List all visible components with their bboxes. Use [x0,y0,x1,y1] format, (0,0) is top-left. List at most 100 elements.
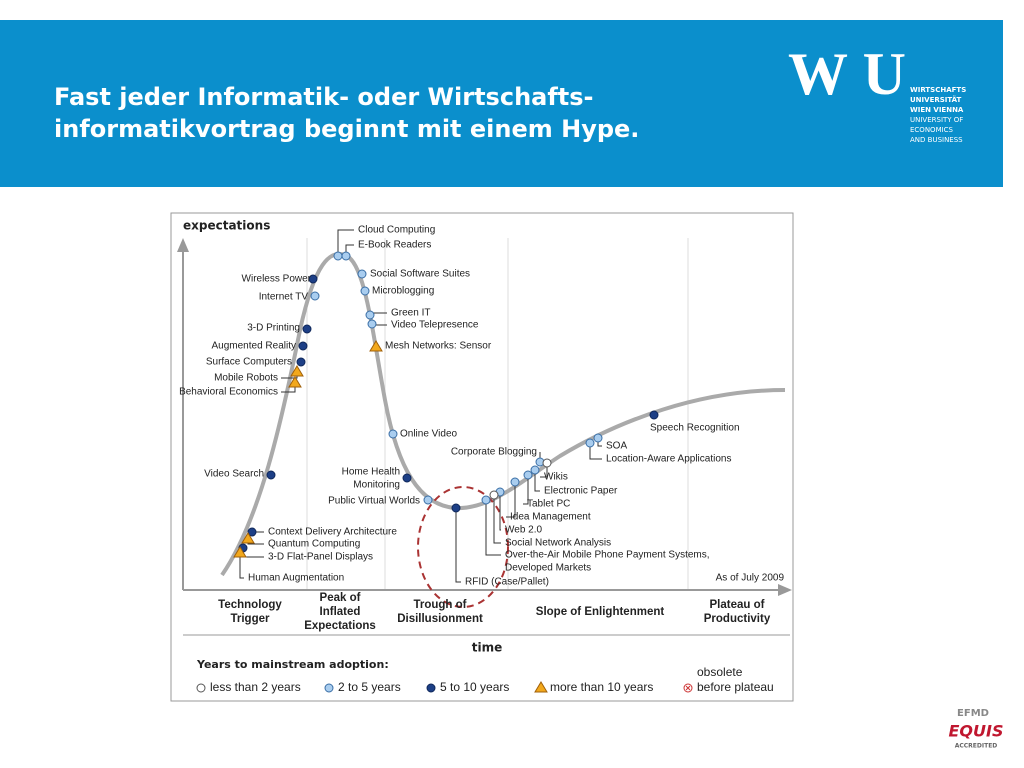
marker-dot [360,286,370,296]
diagram-frame [170,212,794,702]
phase-label: Trough of [413,599,466,611]
logo-mark: WU [788,41,906,107]
leader-line [534,470,540,492]
item-label: Over-the-Air Mobile Phone Payment System… [505,550,710,561]
marker-x [685,685,691,691]
legend-title: Years to mainstream adoption: [196,658,389,671]
logo-line: ECONOMICS [910,126,954,134]
marker-dot [649,410,659,420]
item-label: Location-Aware Applications [606,454,731,465]
highlight-ellipse [417,486,509,608]
item-label: Speech Recognition [650,423,740,434]
leader-line [337,229,354,256]
item-label: SOA [606,441,627,452]
legend-label: more than 10 years [550,680,653,694]
leader-line [506,482,516,518]
marker-dot [388,429,398,439]
hype-curve [220,252,786,577]
brand: EQUIS [949,722,1004,741]
title-line: Fast jeder Informatik- oder Wirtschafts- [54,83,594,111]
item-label: 3-D Flat-Panel Displays [268,552,373,563]
phase-label: Slope of Enlightenment [536,606,665,618]
logo-line: WIRTSCHAFTS [910,86,966,94]
item-label: Mesh Networks: Sensor [385,341,492,352]
legend-label: 2 to 5 years [338,680,401,694]
marker-dot [308,274,318,284]
item-label: Video Search [204,469,264,480]
item-label: Green IT [391,308,430,319]
marker-dot [298,341,308,351]
leader-line [239,553,244,579]
item-label: RFID (Case/Pallet) [465,577,549,588]
item-label: Human Augmentation [248,573,344,584]
marker-dot [530,465,540,475]
marker-triangle [369,340,383,352]
marker-dot [451,503,461,513]
item-label: Context Delivery Architecture [268,527,397,538]
item-label: Developed Markets [505,563,591,574]
marker-triangle [290,365,304,377]
leader-line [499,492,501,531]
header-band [0,20,1003,187]
item-label: Internet TV [259,292,309,303]
marker-dot [302,324,312,334]
item-label: Social Software Suites [370,269,470,280]
marker-dot [489,490,499,500]
logo-line: UNIVERSITÄT [910,95,961,104]
marker-triangle [233,546,247,558]
marker-dot [585,438,595,448]
item-label: E-Book Readers [358,240,431,251]
marker-dot [324,683,334,693]
marker-dot [196,683,206,693]
logo-line: AND BUSINESS [910,136,963,144]
item-label: 3-D Printing [247,323,300,334]
item-label: Cloud Computing [358,225,435,236]
marker-dot [365,310,375,320]
item-label: Home Health [342,467,400,478]
marker-dot [310,291,320,301]
leader-line [589,443,602,460]
item-label: Video Telepresence [391,320,479,331]
marker-dot [423,495,433,505]
marker-dot [296,357,306,367]
marker-triangle [288,376,302,388]
item-label: Wireless Power [242,274,312,285]
item-label: Augmented Reality [212,341,297,352]
marker-dot [357,269,367,279]
diagram-content: Cloud Computing E-Book Readers Wireless Po… [179,225,774,695]
item-label: Electronic Paper [544,486,618,497]
item-label: Behavioral Economics [179,387,278,398]
item-label: Web 2.0 [505,525,542,536]
x-axis-label: time [472,641,503,655]
item-label: Mobile Robots [214,373,278,384]
phase-label: Technology [218,599,282,611]
marker-dot [510,477,520,487]
phase-dividers [306,238,689,590]
item-label: Public Virtual Worlds [328,496,420,507]
status: ACCREDITED [955,743,998,750]
marker-dot [341,251,351,261]
marker-dot [481,495,491,505]
item-label: Social Network Analysis [505,538,611,549]
marker-dot [542,458,552,468]
leader-line [485,500,501,556]
logo-line: UNIVERSITY OF [910,116,963,124]
logo-line: WIEN VIENNA [910,106,964,114]
marker-dot [523,470,533,480]
item-label: Tablet PC [527,499,570,510]
title-line: informatikvortrag beginnt mit einem Hype… [54,115,639,143]
item-label: Surface Computers [206,357,292,368]
legend-label: before plateau [697,680,774,694]
item-label: Monitoring [353,480,400,491]
marker-dot [266,470,276,480]
accreditor: EFMD [957,708,989,719]
phase-label: Expectations [304,620,376,632]
phase-label: Trigger [231,613,271,625]
marker-dot [367,319,377,329]
phase-label: Inflated [320,606,361,618]
leader-line [523,475,529,505]
leader-line [493,495,501,544]
phase-label: Plateau of [710,599,765,611]
